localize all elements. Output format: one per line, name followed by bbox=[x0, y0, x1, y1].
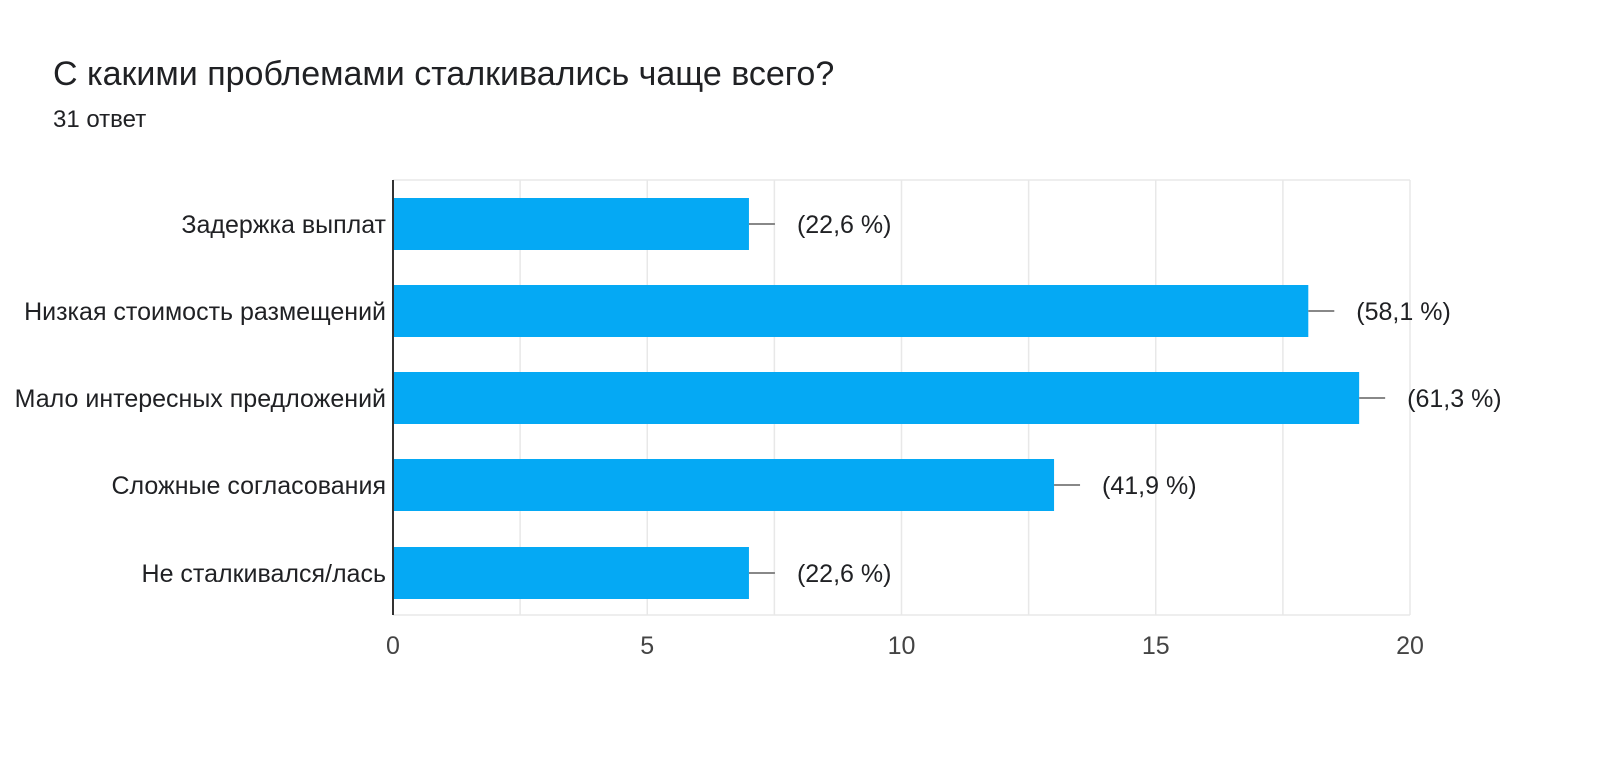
bar bbox=[393, 459, 1055, 511]
x-tick-label: 0 bbox=[386, 632, 400, 660]
bar bbox=[393, 547, 749, 599]
chart-title: С какими проблемами сталкивались чаще вс… bbox=[53, 55, 835, 93]
category-label: Задержка выплат bbox=[181, 211, 386, 239]
bar bbox=[393, 198, 749, 250]
response-count: 31 ответ bbox=[53, 106, 147, 133]
data-label: (22,6 %) bbox=[797, 560, 891, 588]
data-label: (41,9 %) bbox=[1102, 472, 1196, 500]
bar bbox=[393, 285, 1309, 337]
category-label: Мало интересных предложений bbox=[15, 385, 386, 413]
data-label: (61,3 %) bbox=[1407, 385, 1501, 413]
data-label: (22,6 %) bbox=[797, 211, 891, 239]
category-label: Не сталкивался/лась bbox=[142, 560, 386, 588]
category-label: Сложные согласования bbox=[111, 472, 386, 500]
bar bbox=[393, 372, 1360, 424]
category-label: Низкая стоимость размещений bbox=[24, 298, 386, 326]
x-tick-label: 15 bbox=[1142, 632, 1170, 660]
x-tick-label: 20 bbox=[1396, 632, 1424, 660]
data-label: (58,1 %) bbox=[1356, 298, 1450, 326]
x-tick-label: 5 bbox=[640, 632, 654, 660]
x-tick-label: 10 bbox=[888, 632, 916, 660]
